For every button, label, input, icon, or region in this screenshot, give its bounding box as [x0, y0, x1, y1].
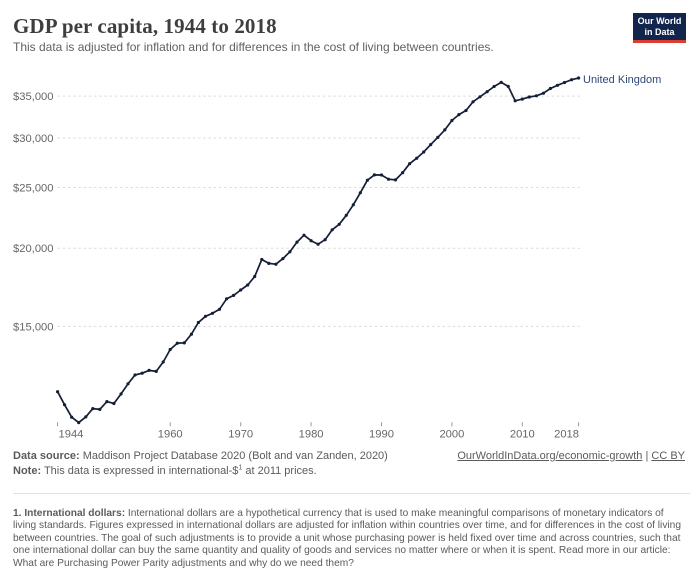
svg-text:1990: 1990	[369, 429, 394, 441]
svg-text:1960: 1960	[158, 429, 183, 441]
svg-text:$35,000: $35,000	[13, 91, 53, 103]
svg-text:$15,000: $15,000	[13, 321, 53, 333]
svg-text:$30,000: $30,000	[13, 133, 53, 145]
svg-text:2010: 2010	[510, 429, 535, 441]
svg-text:United Kingdom: United Kingdom	[583, 74, 661, 86]
svg-text:2018: 2018	[554, 429, 579, 441]
svg-text:1980: 1980	[299, 429, 324, 441]
svg-text:$25,000: $25,000	[13, 183, 53, 195]
svg-text:1944: 1944	[59, 429, 84, 441]
svg-text:$20,000: $20,000	[13, 243, 53, 255]
svg-text:1970: 1970	[228, 429, 253, 441]
svg-text:2000: 2000	[439, 429, 464, 441]
